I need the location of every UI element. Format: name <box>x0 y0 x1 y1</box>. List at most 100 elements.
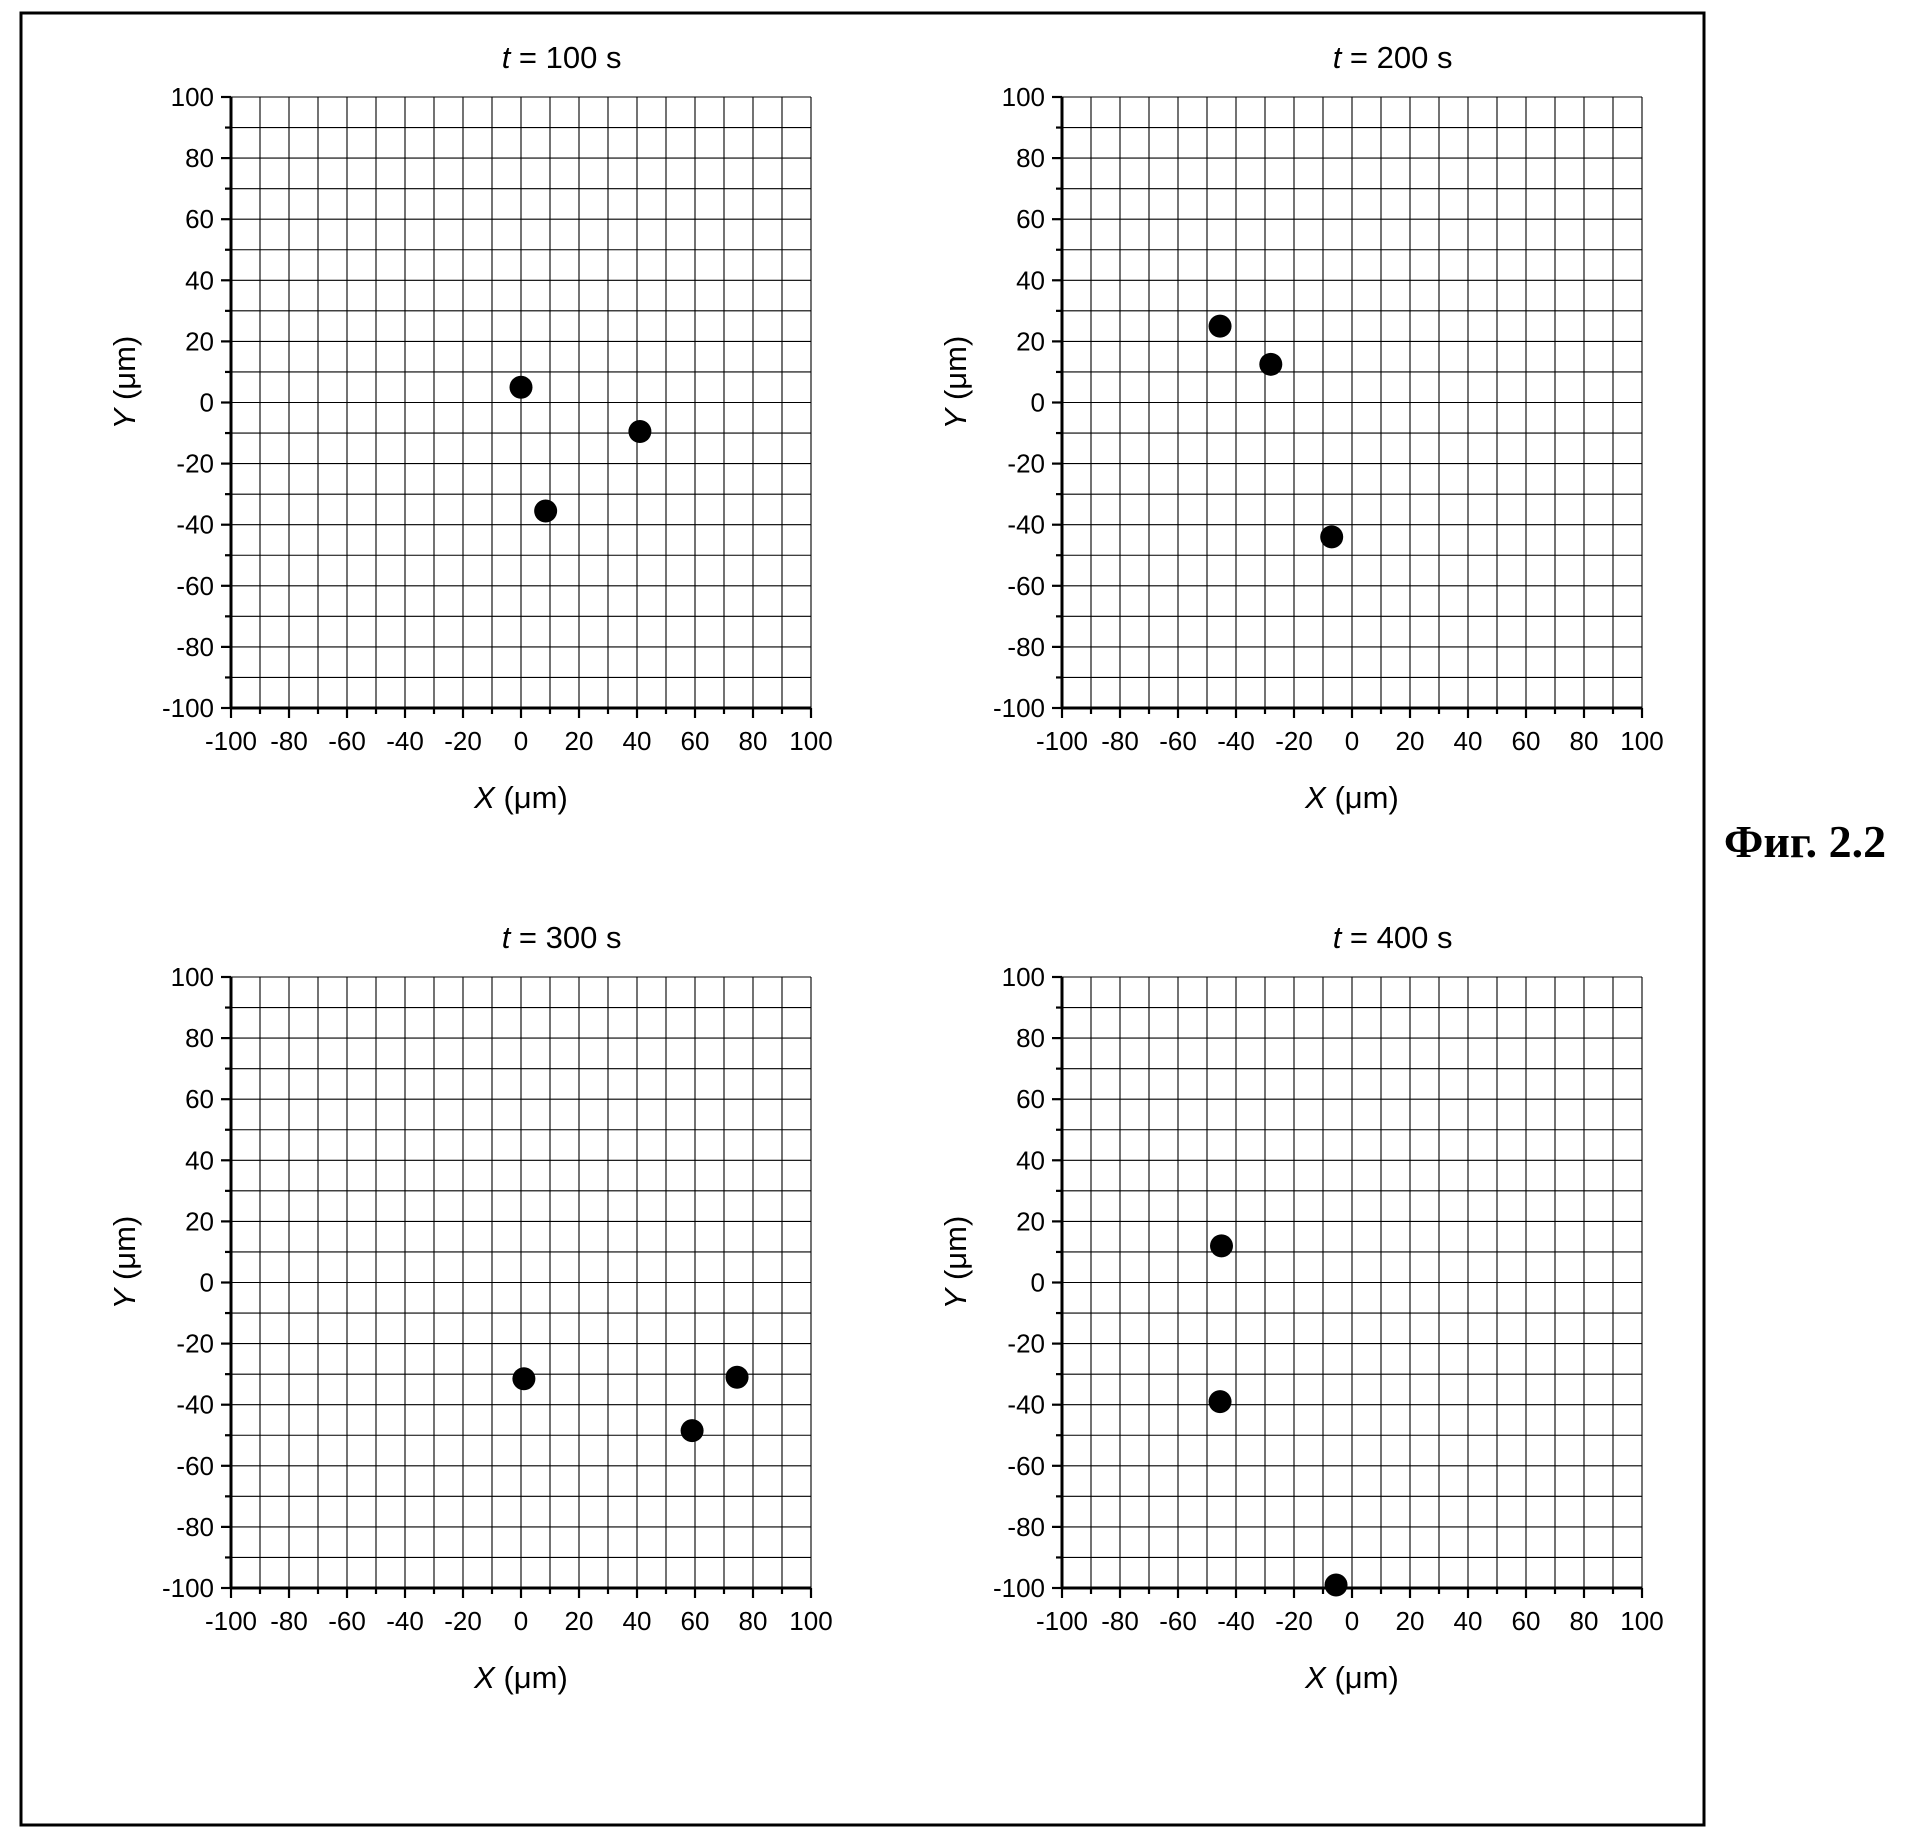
y-tick-label: -100 <box>162 693 214 723</box>
y-tick-label: -80 <box>176 1512 214 1542</box>
y-axis-label: Y (μm) <box>107 1216 142 1310</box>
y-axis-unit: (μm) <box>938 1216 973 1289</box>
x-tick-label: -100 <box>205 1606 257 1636</box>
y-tick-label: -80 <box>1007 1512 1045 1542</box>
data-point <box>1210 1234 1233 1258</box>
chart-title-variable: t <box>502 40 512 75</box>
y-axis-label: Y (μm) <box>938 336 973 430</box>
x-tick-label: 20 <box>565 1606 594 1636</box>
y-tick-label: 40 <box>1016 265 1045 295</box>
x-axis-variable: X <box>473 1660 496 1695</box>
y-tick-label: -40 <box>176 510 214 540</box>
x-tick-label: 0 <box>514 726 528 756</box>
y-tick-label: 80 <box>1016 1023 1045 1053</box>
x-axis-unit: (μm) <box>495 780 568 815</box>
x-axis-variable: X <box>1304 780 1327 815</box>
x-tick-label: -20 <box>444 1606 482 1636</box>
y-tick-label: -60 <box>176 1451 214 1481</box>
y-tick-label: -100 <box>162 1573 214 1603</box>
y-tick-label: 60 <box>1016 204 1045 234</box>
y-axis-unit: (μm) <box>938 336 973 409</box>
chart-panel-4: -100-100 -80 -80 -60 -60 -40 -40 -20 -20 0 0 20 20 40… <box>938 920 1664 1695</box>
x-tick-label: -100 <box>1036 726 1088 756</box>
x-axis-unit: (μm) <box>495 1660 568 1695</box>
y-tick-label: 40 <box>1016 1145 1045 1175</box>
x-axis-label: X (μm) <box>473 780 568 815</box>
y-tick-label: 60 <box>185 1084 214 1114</box>
chart-title-variable: t <box>1333 40 1343 75</box>
x-axis-label: X (μm) <box>1304 780 1399 815</box>
x-tick-label: -60 <box>328 1606 366 1636</box>
y-tick-label: -20 <box>1007 449 1045 479</box>
x-tick-label: 40 <box>623 726 652 756</box>
y-tick-label: -60 <box>176 571 214 601</box>
y-tick-label: 60 <box>185 204 214 234</box>
data-point <box>512 1367 536 1391</box>
x-axis-unit: (μm) <box>1326 1660 1399 1695</box>
x-tick-label: -20 <box>1275 1606 1313 1636</box>
grid <box>230 976 812 1589</box>
x-axis-label: X (μm) <box>1304 1660 1399 1695</box>
x-tick-label: 20 <box>565 726 594 756</box>
x-tick-label: 60 <box>1512 1606 1541 1636</box>
x-tick-label: 80 <box>1570 1606 1599 1636</box>
x-axis-variable: X <box>473 780 496 815</box>
y-tick-label: 20 <box>1016 1206 1045 1236</box>
chart-title: t = 300 s <box>502 920 622 955</box>
x-tick-label: 100 <box>789 726 832 756</box>
y-tick-label: -80 <box>1007 632 1045 662</box>
tick-marks <box>221 95 813 718</box>
y-axis-label: Y (μm) <box>938 1216 973 1310</box>
y-tick-label: 20 <box>1016 326 1045 356</box>
x-tick-label: -80 <box>1101 1606 1139 1636</box>
x-tick-label: 0 <box>514 1606 528 1636</box>
tick-marks <box>221 975 813 1598</box>
y-tick-label: 0 <box>200 388 214 418</box>
chart-panel-2: -100-100 -80 -80 -60 -60 -40 -40 -20 -20 0 0 20 20 40… <box>938 40 1664 815</box>
y-tick-label: -60 <box>1007 1451 1045 1481</box>
x-tick-label: 20 <box>1396 1606 1425 1636</box>
x-tick-label: 100 <box>1620 1606 1663 1636</box>
x-axis-label: X (μm) <box>473 1660 568 1695</box>
y-tick-label: -40 <box>176 1390 214 1420</box>
x-tick-label: 100 <box>789 1606 832 1636</box>
y-tick-label: 40 <box>185 1145 214 1175</box>
x-tick-label: 40 <box>623 1606 652 1636</box>
figure-frame <box>19 11 1706 1827</box>
data-point <box>628 420 652 444</box>
y-axis-unit: (μm) <box>107 1216 142 1289</box>
x-axis-variable: X <box>1304 1660 1327 1695</box>
x-tick-label: 80 <box>739 726 768 756</box>
data-points <box>509 375 652 523</box>
y-tick-label: 40 <box>185 265 214 295</box>
y-tick-label: 80 <box>1016 143 1045 173</box>
chart-title: t = 400 s <box>1333 920 1453 955</box>
y-tick-label: 0 <box>1031 1268 1045 1298</box>
y-tick-label: -60 <box>1007 571 1045 601</box>
grid <box>1061 96 1643 709</box>
x-tick-label: 20 <box>1396 726 1425 756</box>
tick-marks <box>1052 975 1644 1598</box>
y-tick-label: 100 <box>171 82 214 112</box>
x-tick-label: 40 <box>1454 726 1483 756</box>
x-tick-label: -20 <box>1275 726 1313 756</box>
y-tick-label: 0 <box>1031 388 1045 418</box>
x-tick-label: -100 <box>205 726 257 756</box>
y-tick-label: -40 <box>1007 1390 1045 1420</box>
grid <box>1061 976 1643 1589</box>
chart-title-variable: t <box>1333 920 1343 955</box>
x-tick-label: -40 <box>1217 726 1255 756</box>
x-tick-label: -40 <box>386 1606 424 1636</box>
grid <box>230 96 812 709</box>
x-tick-label: 100 <box>1620 726 1663 756</box>
data-point <box>1320 525 1344 549</box>
data-point <box>509 375 533 399</box>
x-tick-label: -40 <box>1217 1606 1255 1636</box>
y-tick-label: 0 <box>200 1268 214 1298</box>
x-tick-label: -80 <box>270 726 308 756</box>
x-tick-label: -60 <box>328 726 366 756</box>
data-points <box>512 1365 749 1443</box>
y-tick-label: 80 <box>185 1023 214 1053</box>
y-tick-label: 80 <box>185 143 214 173</box>
chart-panel-1: -100-100 -80 -80 -60 -60 -40 -40 -20 -20 0 0 20 20 40… <box>107 40 833 815</box>
